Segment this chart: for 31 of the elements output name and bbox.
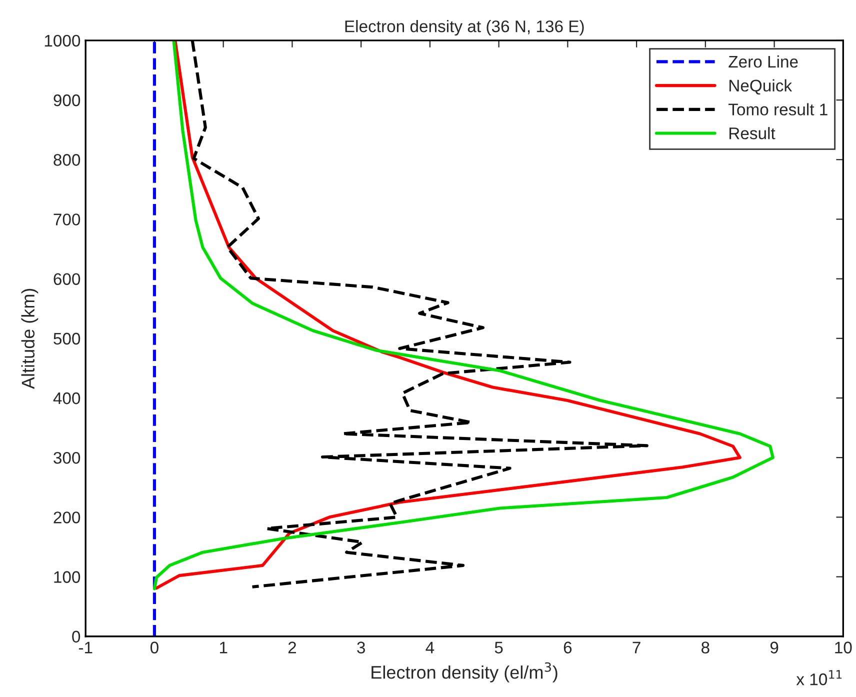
x-tick-label: 5 [494, 642, 503, 654]
x-tick-label: 4 [426, 642, 434, 654]
x-tick-label: 7 [632, 642, 640, 654]
x-tick-label: 9 [770, 642, 778, 654]
x-tick-label: 1 [220, 642, 228, 654]
legend-label: Result [730, 127, 776, 140]
y-tick-label: 100 [54, 571, 80, 583]
y-tick-label: 800 [54, 154, 80, 166]
x-tick-label: 0 [150, 642, 158, 654]
y-tick-label: 400 [53, 392, 80, 404]
y-axis-title: Altitude (km) [21, 288, 38, 390]
legend-label: NeQuick [730, 79, 792, 95]
x-axis-title: Electron density (el/m$^{3}$) [372, 662, 558, 682]
y-tick-label: 700 [54, 214, 80, 226]
x-tick-label: 3 [357, 642, 365, 654]
text: x 10$^{11}$ [796, 670, 842, 686]
y-tick-label: 300 [54, 452, 80, 464]
y-tick-label: 600 [54, 273, 80, 286]
x-tick-label: -1 [78, 642, 92, 654]
legend-label: Zero Line [728, 55, 798, 68]
y-tick-label: 1000 [44, 34, 80, 47]
x-tick-label: 6 [564, 642, 572, 654]
x-tick-label: 8 [702, 642, 710, 654]
x-tick-label: 2 [288, 642, 296, 654]
y-tick-label: 900 [54, 94, 80, 106]
legend-label: Tomo result 1 [728, 103, 828, 116]
y-tick-label: 500 [54, 332, 80, 345]
chart-title: Electron density at (36 N, 136 E) [345, 20, 584, 36]
y-tick-label: 200 [54, 512, 80, 524]
x-tick-label: 10 [835, 642, 852, 654]
y-tick-label: 0 [72, 630, 80, 643]
